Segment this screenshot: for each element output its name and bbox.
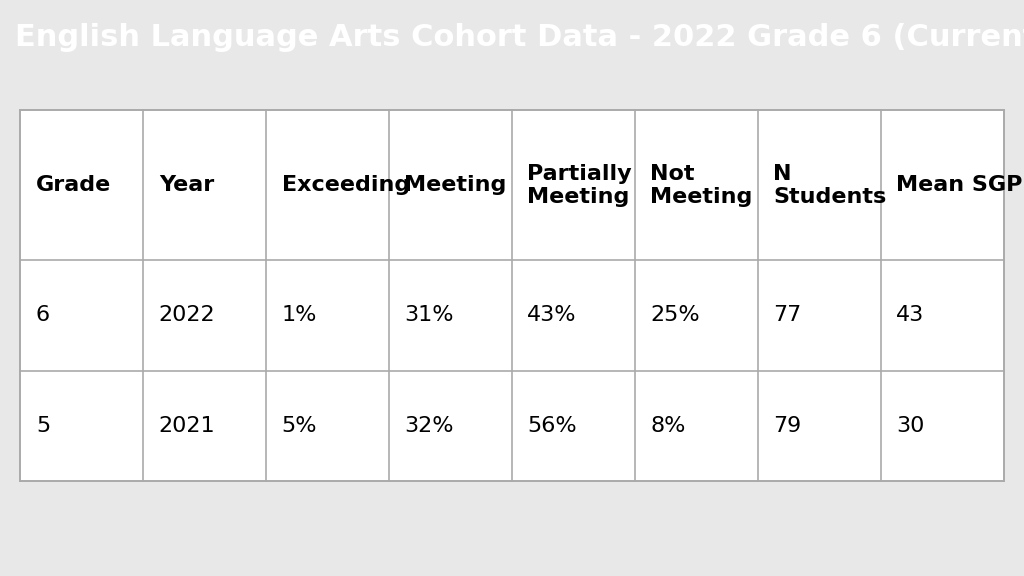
Text: 8%: 8% (650, 416, 686, 435)
Text: 5%: 5% (282, 416, 317, 435)
Text: 43%: 43% (527, 305, 577, 325)
Text: English Language Arts Cohort Data - 2022 Grade 6 (Current grade 7): English Language Arts Cohort Data - 2022… (15, 23, 1024, 52)
Text: Meeting: Meeting (404, 175, 507, 195)
Text: 56%: 56% (527, 416, 577, 435)
Text: Partially
Meeting: Partially Meeting (527, 164, 632, 207)
Text: 2022: 2022 (159, 305, 215, 325)
Text: 32%: 32% (404, 416, 454, 435)
Text: 30: 30 (896, 416, 925, 435)
Text: 79: 79 (773, 416, 802, 435)
Text: 77: 77 (773, 305, 802, 325)
Text: Mean SGP: Mean SGP (896, 175, 1022, 195)
Text: Not
Meeting: Not Meeting (650, 164, 753, 207)
Text: 6: 6 (36, 305, 50, 325)
Text: Year: Year (159, 175, 214, 195)
Text: Grade: Grade (36, 175, 111, 195)
Text: Exceeding: Exceeding (282, 175, 410, 195)
Text: 1%: 1% (282, 305, 317, 325)
Text: 2021: 2021 (159, 416, 215, 435)
Bar (20, 110, 1004, 481)
Text: 25%: 25% (650, 305, 699, 325)
Text: 5: 5 (36, 416, 50, 435)
Text: N
Students: N Students (773, 164, 887, 207)
Text: 43: 43 (896, 305, 925, 325)
Text: 31%: 31% (404, 305, 454, 325)
